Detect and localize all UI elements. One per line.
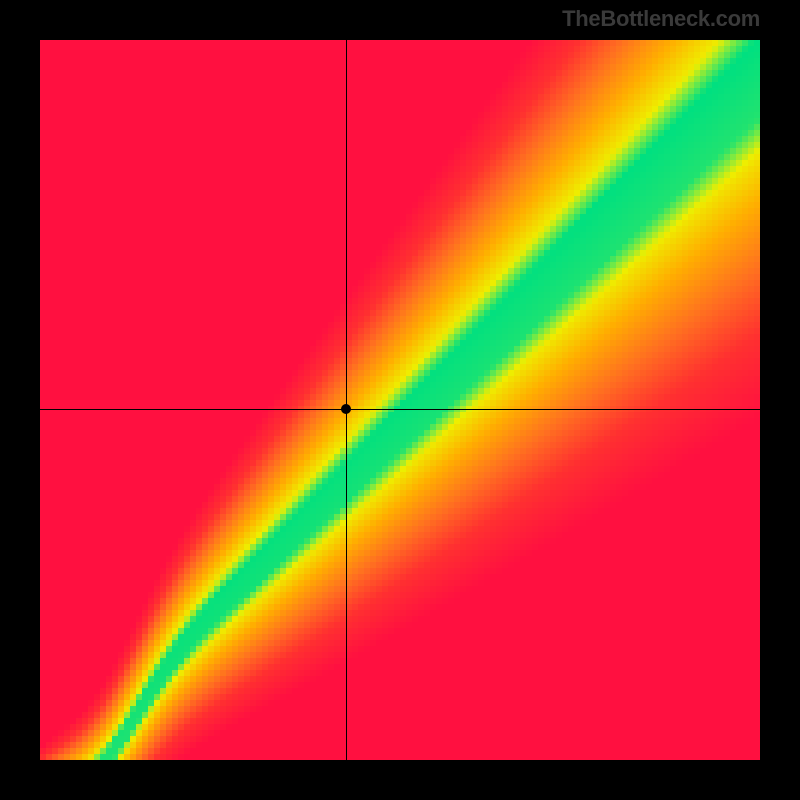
crosshair-vertical [346,40,347,760]
heatmap-canvas [40,40,760,760]
heatmap-plot [40,40,760,760]
crosshair-horizontal [40,409,760,410]
watermark-text: TheBottleneck.com [562,6,760,32]
chart-frame: TheBottleneck.com [0,0,800,800]
data-point-marker [341,404,351,414]
